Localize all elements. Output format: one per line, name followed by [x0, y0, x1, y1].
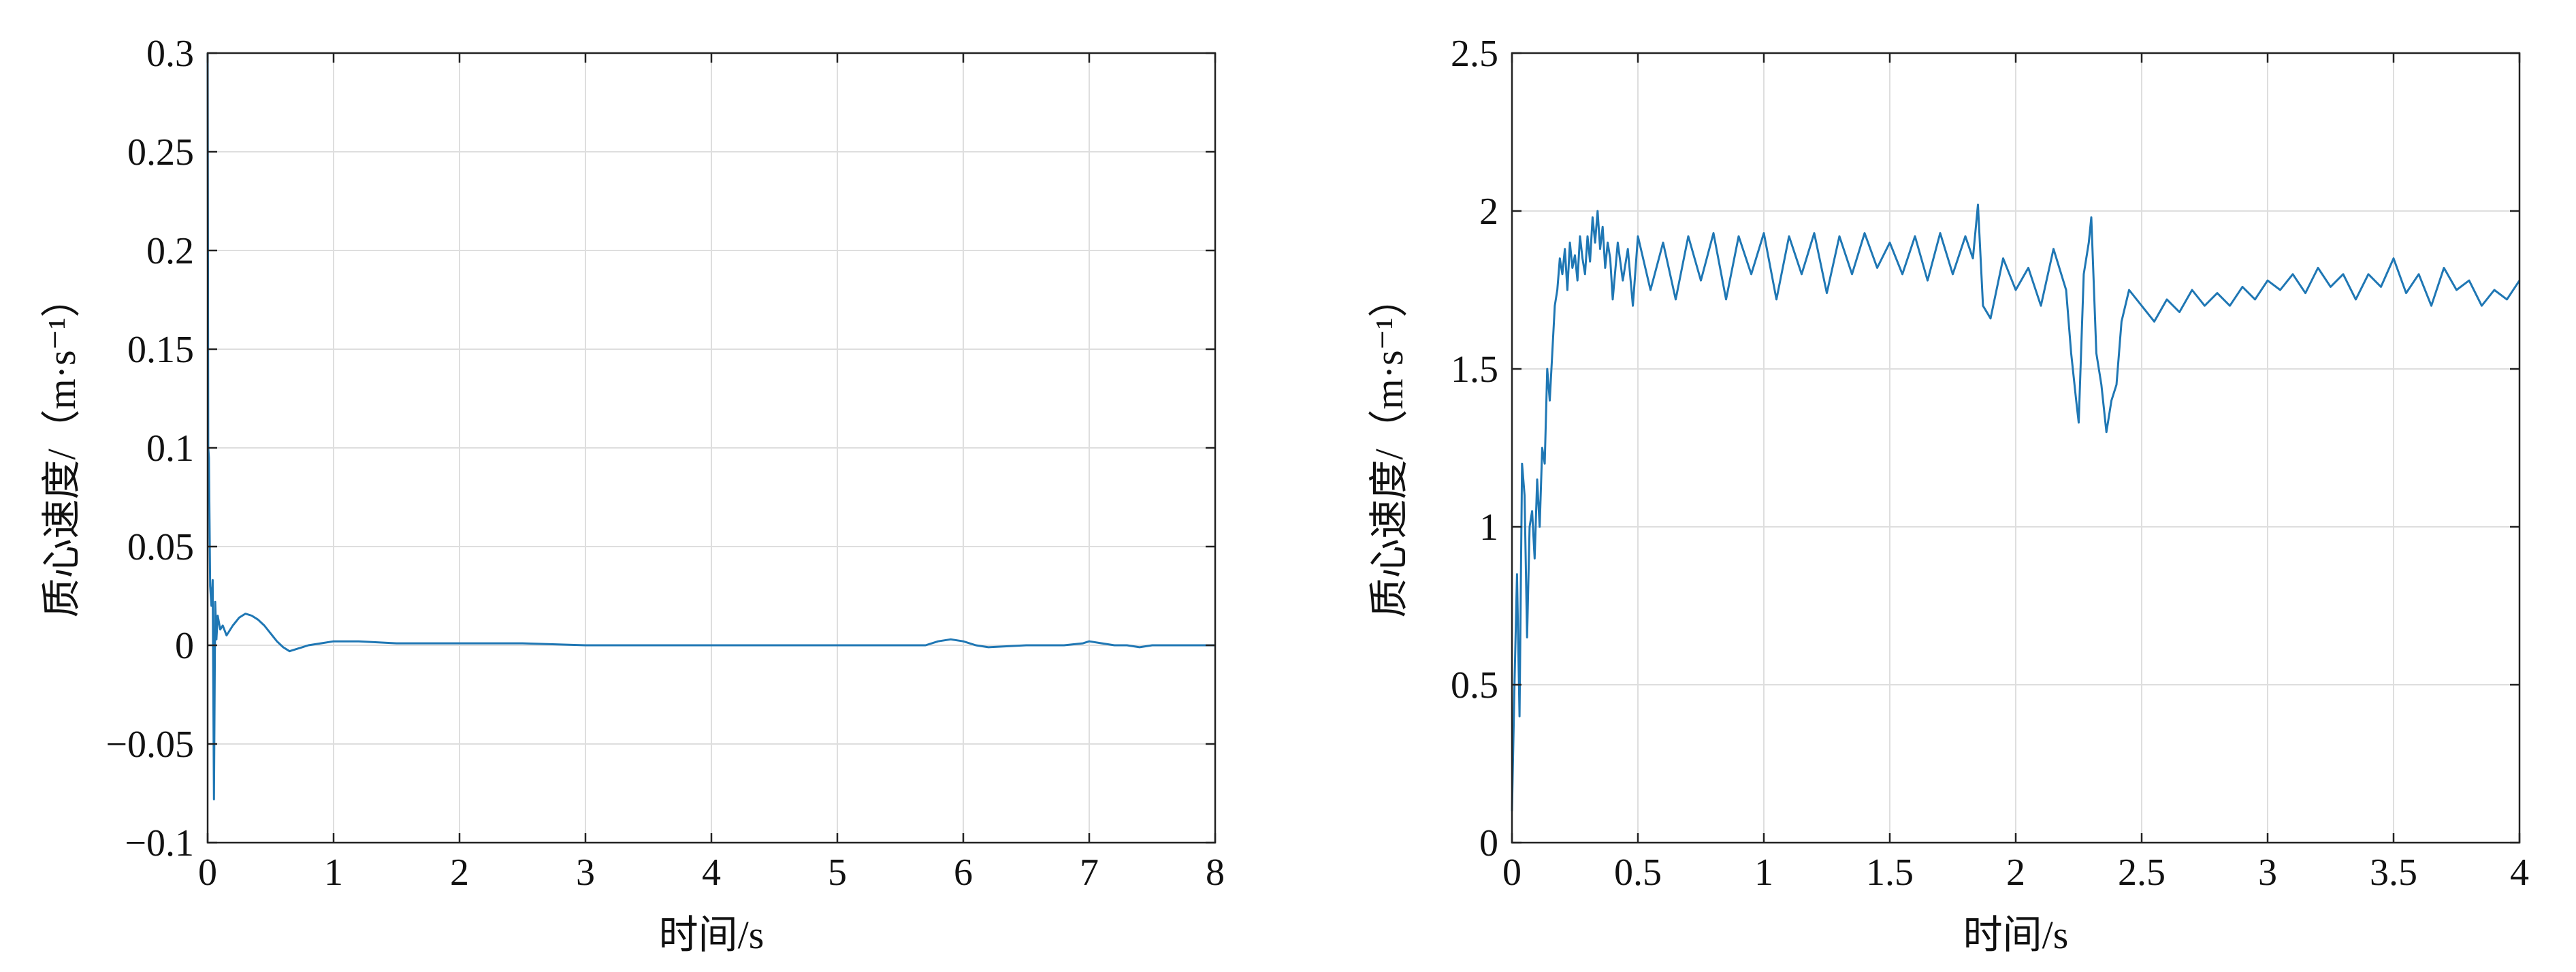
x-tick-label: 8: [1206, 852, 1225, 894]
x-tick-label: 3.5: [2370, 852, 2417, 894]
x-tick-label: 1: [1754, 852, 1773, 894]
y-tick-label: 0: [175, 625, 194, 667]
y-tick-label: 0.2: [146, 230, 194, 272]
x-tick-label: 2: [2006, 852, 2025, 894]
x-tick-label: 3: [2258, 852, 2277, 894]
y-tick-label: 0: [1479, 822, 1498, 864]
y-tick-label: 0.5: [1451, 664, 1498, 707]
x-tick-label: 0: [1502, 852, 1522, 894]
y-tick-label: 0.15: [127, 329, 194, 371]
x-axis-label: 时间/s: [1963, 913, 2069, 957]
x-tick-label: 0.5: [1614, 852, 1662, 894]
y-tick-label: 2.5: [1451, 33, 1498, 75]
y-tick-label: 0.05: [127, 526, 194, 568]
y-tick-label: 0.25: [127, 131, 194, 174]
x-tick-label: 1.5: [1866, 852, 1914, 894]
x-tick-label: 7: [1080, 852, 1099, 894]
x-tick-label: 6: [954, 852, 973, 894]
y-tick-label: 1.5: [1451, 349, 1498, 391]
x-tick-label: 4: [2510, 852, 2529, 894]
y-tick-label: 1: [1479, 506, 1498, 549]
chart-left: 0 1 2 3 4 5 6 7 8 −0.1 −0.05 0 0.05 0.1 0.15 0.2 0.25 0.3…: [39, 33, 1225, 957]
y-tick-label: −0.05: [106, 724, 194, 766]
y-tick-label: −0.1: [125, 822, 194, 864]
y-tick-label: 0.1: [146, 427, 194, 470]
x-tick-label: 3: [576, 852, 595, 894]
x-tick-label: 2: [450, 852, 469, 894]
x-tick-label: 0: [198, 852, 217, 894]
x-tick-label: 1: [324, 852, 343, 894]
y-tick-label: 2: [1479, 191, 1498, 233]
x-tick-label: 4: [702, 852, 721, 894]
series-line-0: [206, 52, 1215, 800]
x-tick-label: 5: [828, 852, 847, 894]
series-line-0: [1511, 204, 2521, 811]
y-axis-label: 质心速度/（m·s⁻¹）: [1367, 278, 1411, 617]
x-axis-label: 时间/s: [659, 913, 764, 957]
chart-right: 0 0.5 1 1.5 2 2.5 3 3.5 4 0 0.5 1 1.5 2 2.5 时间/s 质心速度/（m…: [1367, 33, 2529, 957]
y-tick-label: 0.3: [146, 33, 194, 75]
y-axis-label: 质心速度/（m·s⁻¹）: [39, 278, 84, 617]
x-tick-label: 2.5: [2118, 852, 2166, 894]
